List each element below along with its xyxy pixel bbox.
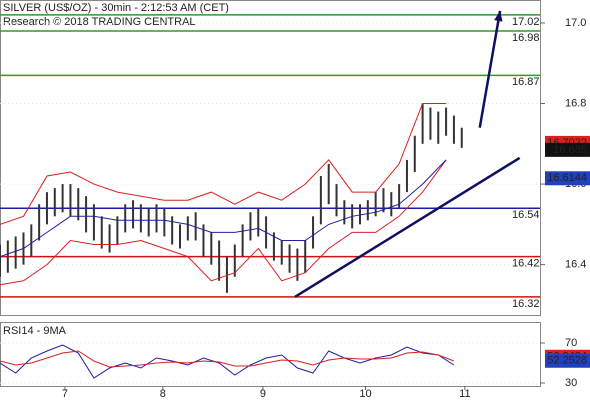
price-tag — [545, 171, 590, 186]
indicator-line — [0, 159, 447, 258]
level-label: 17.02 — [512, 16, 540, 28]
price-tag-label: 16.6144 — [547, 172, 587, 184]
y-tick-label: 16.4 — [565, 259, 586, 271]
trendline — [294, 156, 521, 298]
price-tag-label: 52.2528 — [547, 355, 587, 367]
level-label: 16.98 — [512, 32, 540, 44]
y-tick-label: 30 — [565, 377, 577, 389]
indicator-line — [0, 103, 447, 225]
price-tag — [545, 142, 590, 157]
level-label: 16.54 — [512, 209, 540, 221]
x-tick-label: 9 — [260, 388, 266, 400]
price-tag — [545, 353, 590, 368]
chart-subtitle: Research © 2018 TRADING CENTRAL — [3, 16, 196, 28]
y-tick-label: 17.0 — [565, 17, 586, 29]
x-tick-label: 10 — [359, 388, 371, 400]
level-label: 16.87 — [512, 76, 540, 88]
arrow — [478, 10, 502, 128]
chart-title: SILVER (US$/OZ) - 30min - 2:12:53 AM (CE… — [3, 2, 229, 14]
price-tag-label: 16.685 — [553, 144, 587, 156]
arrow-head — [494, 10, 503, 22]
x-tick-label: 8 — [160, 388, 166, 400]
y-tick-label: 70 — [565, 337, 577, 349]
rsi-panel — [0, 322, 541, 387]
x-tick-label: 7 — [62, 388, 68, 400]
x-tick-label: 11 — [459, 388, 470, 400]
y-tick-label: 16.8 — [565, 97, 586, 109]
level-label: 16.42 — [512, 257, 540, 269]
level-label: 16.32 — [512, 298, 540, 310]
main-panel — [0, 0, 541, 316]
rsi-title: RSI14 - 9MA — [3, 325, 67, 337]
indicator-line — [0, 159, 447, 286]
rsi-line — [0, 350, 455, 368]
